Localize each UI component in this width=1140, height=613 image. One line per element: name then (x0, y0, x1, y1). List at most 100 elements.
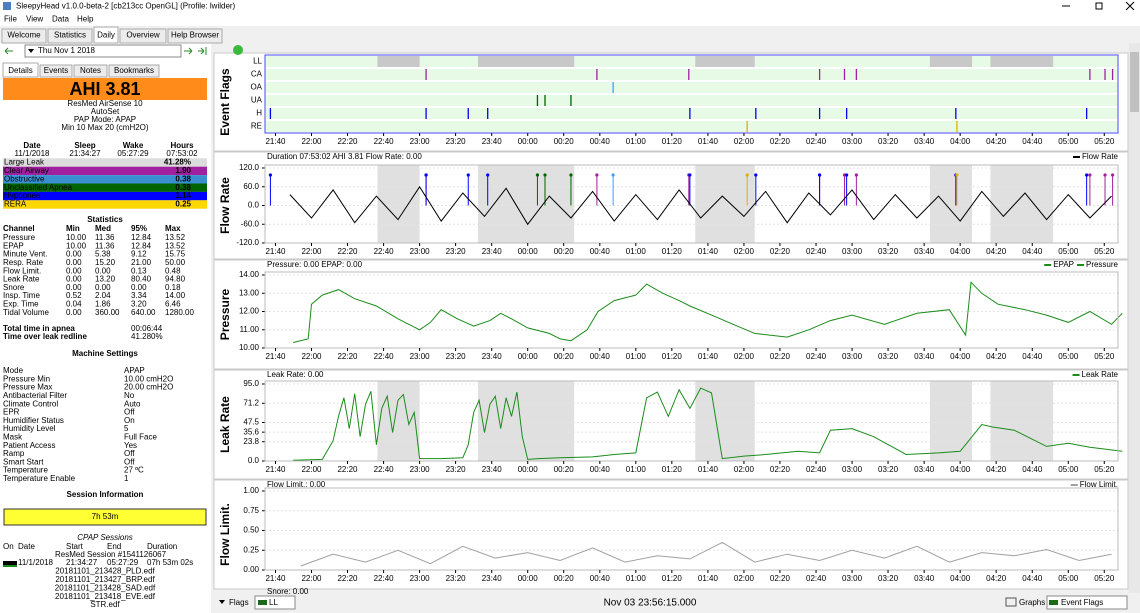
tab[interactable] (47, 28, 93, 44)
session-cell: 11/1/2018 (18, 558, 54, 567)
prev-day[interactable] (4, 47, 13, 55)
tab-label[interactable]: Overview (126, 31, 160, 40)
x-tick-label: 04:40 (1022, 352, 1043, 361)
x-tick-label: 02:00 (734, 465, 755, 474)
stats-cell: 10.00 (66, 233, 87, 242)
select-label[interactable]: Event Flags (1061, 598, 1103, 607)
tab[interactable] (93, 26, 119, 44)
flags-select[interactable] (254, 595, 296, 610)
date-combo[interactable] (24, 44, 182, 58)
stats-cell: 2.04 (95, 291, 111, 300)
machine-info: Min 10 Max 20 (cmH2O) (61, 123, 148, 132)
session-cell: 05:27:29 (107, 558, 139, 567)
menu-item[interactable]: Help (77, 15, 94, 24)
x-tick-label: 04:00 (950, 574, 971, 583)
event-dot (955, 173, 959, 177)
stats-cell: 80.40 (131, 275, 152, 284)
leak-shade (929, 165, 973, 243)
x-tick-label: 23:20 (446, 465, 467, 474)
stats-cell: 11.36 (95, 241, 115, 250)
stats-cell: 9.12 (131, 250, 147, 259)
machine-info: PAP Mode: APAP (74, 115, 136, 124)
tab[interactable] (119, 28, 167, 44)
menu-item[interactable]: View (26, 15, 43, 24)
tab-label[interactable]: Welcome (7, 31, 41, 40)
flag-row-bg (265, 56, 1118, 67)
index-row (3, 183, 207, 192)
x-tick-label: 02:20 (770, 465, 791, 474)
sub-tab[interactable] (39, 64, 73, 78)
graphs-select-icon (1049, 600, 1058, 605)
sub-tab[interactable] (2, 62, 39, 78)
x-tick-label: 22:40 (374, 247, 395, 256)
sub-tab[interactable] (108, 64, 160, 78)
x-tick-label: 22:00 (301, 137, 322, 146)
tab-label[interactable]: Help Browser (171, 31, 219, 40)
sleep-header: Sleep (74, 141, 95, 150)
stats-cell: 1280.00 (165, 308, 194, 317)
tab-label[interactable]: Statistics (54, 31, 86, 40)
legend-entry: Pressure (1086, 260, 1119, 269)
sub-tab-label[interactable]: Details (8, 66, 32, 75)
setting-value: Full Face (124, 433, 157, 442)
tab[interactable] (1, 28, 47, 44)
flag-row-bg (265, 69, 1118, 80)
scrollbar-thumb[interactable] (1130, 52, 1139, 112)
stats-cell: 0.00 (131, 283, 147, 292)
pin-icon[interactable] (233, 45, 243, 55)
sleep-header: Date (23, 141, 41, 150)
last-day[interactable] (198, 47, 207, 55)
scrollbar[interactable] (1129, 43, 1140, 593)
total-value: 00:06:44 (131, 324, 163, 333)
x-tick-label: 05:20 (1094, 137, 1115, 146)
flag-span (990, 56, 1054, 67)
event-dot (688, 173, 692, 177)
x-tick-label: 00:20 (554, 352, 575, 361)
maximize-button[interactable] (1095, 2, 1103, 10)
index-value: 0.25 (175, 200, 191, 209)
session-header: Start (66, 542, 84, 551)
app-icon (3, 2, 11, 10)
x-tick-label: 21:40 (265, 352, 286, 361)
menu-item[interactable]: Data (52, 15, 69, 24)
x-tick-label: 04:00 (950, 465, 971, 474)
y-tick-label: 14.00 (239, 270, 260, 279)
graph-title: Flow Limit. (218, 503, 232, 566)
tab[interactable] (167, 28, 223, 44)
sub-tab-label[interactable]: Notes (80, 66, 101, 75)
select-label[interactable]: LL (269, 598, 278, 607)
session-file: STR.edf (90, 600, 120, 609)
sub-tab[interactable] (73, 64, 108, 78)
graph-panel (213, 479, 1129, 590)
x-tick-label: 22:00 (301, 352, 322, 361)
graphs-icon[interactable] (1005, 597, 1017, 607)
session-header: On (3, 542, 14, 551)
sub-tab-label[interactable]: Events (44, 66, 68, 75)
tab-label[interactable]: Daily (97, 31, 115, 40)
series-line (292, 281, 1123, 343)
machine-info: ResMed AirSense 10 (67, 99, 143, 108)
y-tick-label: 120.0 (239, 163, 260, 172)
event-dot (818, 173, 822, 177)
close-button[interactable] (1125, 1, 1135, 11)
x-tick-label: 22:00 (301, 465, 322, 474)
sleep-cell: 11/1/2018 (15, 149, 51, 158)
sub-tab-label[interactable]: Bookmarks (114, 66, 154, 75)
x-tick-label: 00:20 (554, 247, 575, 256)
x-tick-label: 22:00 (301, 574, 322, 583)
date-text[interactable]: Thu Nov 1 2018 (38, 46, 95, 55)
index-row (3, 200, 207, 209)
graph-title: Leak Rate (218, 396, 232, 453)
stats-cell: 0.52 (66, 291, 82, 300)
graphs-select[interactable] (1046, 595, 1128, 610)
x-tick-label: 23:40 (482, 247, 503, 256)
event-dot (466, 173, 470, 177)
stats-cell: Tidal Volume (3, 308, 50, 317)
menu-item[interactable]: File (4, 15, 17, 24)
section-title: Machine Settings (72, 349, 138, 358)
x-tick-label: 02:20 (770, 137, 791, 146)
next-day[interactable] (184, 47, 193, 55)
flags-arrow[interactable] (219, 600, 225, 604)
button-label[interactable]: Flags (229, 598, 249, 607)
button-label[interactable]: Graphs (1019, 598, 1045, 607)
